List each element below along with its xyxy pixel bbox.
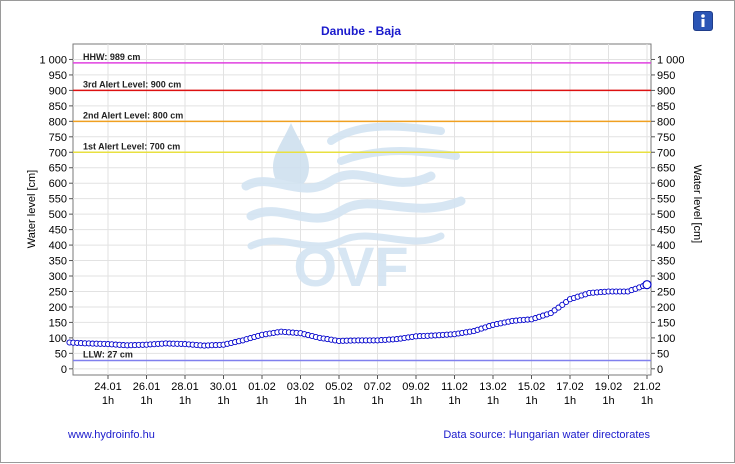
- y-tick-label-left: 700: [49, 147, 67, 159]
- x-tick-label-hour: 1h: [525, 395, 537, 407]
- x-axis: 24.01 1h 26.01 1h 28.01 1h 30.01 1h 01.02 1h 03.02…: [94, 375, 661, 407]
- x-tick-label-date: 28.01: [171, 381, 199, 393]
- y-tick-label-right: 100: [657, 333, 675, 345]
- x-tick-label-date: 15.02: [518, 381, 546, 393]
- y-tick-label-right: 950: [657, 70, 675, 82]
- reference-lines: HHW: 989 cm 3rd Alert Level: 900 cm 2nd Al…: [73, 52, 651, 362]
- y-tick-label-right: 200: [657, 302, 675, 314]
- y-tick-label-left: 500: [49, 209, 67, 221]
- y-axis-title-left: Water level [cm]: [26, 170, 38, 248]
- x-tick-label-hour: 1h: [410, 395, 422, 407]
- y-tick-label-left: 850: [49, 101, 67, 113]
- reference-line-label: HHW: 989 cm: [83, 52, 140, 62]
- ovf-watermark: OVF: [241, 122, 466, 298]
- y-tick-label-right: 400: [657, 240, 675, 252]
- reference-line-label: 2nd Alert Level: 800 cm: [83, 110, 183, 120]
- y-tick-label-left: 1 000: [39, 54, 67, 66]
- y-tick-label-left: 100: [49, 333, 67, 345]
- x-tick-label-date: 24.01: [94, 381, 122, 393]
- x-tick-label-date: 30.01: [210, 381, 238, 393]
- reference-line-label: 1st Alert Level: 700 cm: [83, 141, 180, 151]
- y-tick-label-right: 0: [657, 364, 663, 376]
- info-icon[interactable]: [693, 11, 713, 31]
- x-tick-label-date: 13.02: [479, 381, 507, 393]
- x-tick-label-date: 09.02: [402, 381, 430, 393]
- y-tick-label-left: 800: [49, 116, 67, 128]
- x-tick-label-hour: 1h: [217, 395, 229, 407]
- y-tick-label-right: 250: [657, 286, 675, 298]
- footer-website-link[interactable]: www.hydroinfo.hu: [67, 429, 155, 441]
- plot-area: [72, 43, 652, 376]
- x-tick-label-hour: 1h: [294, 395, 306, 407]
- y-tick-label-right: 50: [657, 348, 669, 360]
- x-tick-label-hour: 1h: [487, 395, 499, 407]
- x-tick-label-date: 03.02: [287, 381, 315, 393]
- y-tick-label-right: 1 000: [657, 54, 685, 66]
- x-tick-label-hour: 1h: [564, 395, 576, 407]
- y-tick-label-left: 400: [49, 240, 67, 252]
- y-axes: 0 0 50 50 100 100 150 150 200 200 250 250 300 300 350 3…: [39, 54, 684, 375]
- y-tick-label-left: 350: [49, 256, 67, 268]
- y-tick-label-right: 550: [657, 194, 675, 206]
- x-tick-label-date: 26.01: [133, 381, 161, 393]
- x-tick-label-date: 19.02: [595, 381, 623, 393]
- y-tick-label-left: 450: [49, 225, 67, 237]
- y-tick-label-right: 800: [657, 116, 675, 128]
- x-tick-label-hour: 1h: [256, 395, 268, 407]
- y-tick-label-left: 750: [49, 132, 67, 144]
- series: [66, 280, 652, 349]
- y-tick-label-left: 200: [49, 302, 67, 314]
- y-tick-label-left: 900: [49, 85, 67, 97]
- y-tick-label-right: 650: [657, 163, 675, 175]
- latest-data-point: [642, 280, 652, 290]
- x-tick-label-date: 05.02: [325, 381, 353, 393]
- y-tick-label-right: 600: [657, 178, 675, 190]
- x-tick-label-hour: 1h: [179, 395, 191, 407]
- y-tick-label-left: 50: [55, 348, 67, 360]
- y-tick-label-right: 850: [657, 101, 675, 113]
- y-tick-label-left: 250: [49, 286, 67, 298]
- x-tick-label-date: 07.02: [364, 381, 392, 393]
- y-tick-label-right: 450: [657, 225, 675, 237]
- reference-line-label: LLW: 27 cm: [83, 349, 133, 359]
- x-tick-label-date: 01.02: [248, 381, 276, 393]
- x-tick-label-date: 21.02: [633, 381, 661, 393]
- y-tick-label-right: 500: [657, 209, 675, 221]
- y-tick-label-right: 750: [657, 132, 675, 144]
- footer-data-source: Data source: Hungarian water directorate…: [443, 429, 650, 441]
- reference-line-label: 3rd Alert Level: 900 cm: [83, 79, 181, 89]
- y-tick-label-left: 600: [49, 178, 67, 190]
- y-tick-label-left: 550: [49, 194, 67, 206]
- y-tick-label-left: 150: [49, 317, 67, 329]
- y-tick-label-left: 0: [61, 364, 67, 376]
- y-tick-label-right: 900: [657, 85, 675, 97]
- y-tick-label-left: 950: [49, 70, 67, 82]
- x-tick-label-hour: 1h: [333, 395, 345, 407]
- x-tick-label-date: 11.02: [441, 381, 468, 393]
- y-tick-label-right: 150: [657, 317, 675, 329]
- x-tick-label-hour: 1h: [448, 395, 460, 407]
- x-tick-label-hour: 1h: [102, 395, 114, 407]
- y-axis-title-right: Water level [cm]: [691, 165, 703, 243]
- y-tick-label-left: 650: [49, 163, 67, 175]
- x-tick-label-hour: 1h: [602, 395, 614, 407]
- y-tick-label-right: 350: [657, 256, 675, 268]
- x-tick-label-hour: 1h: [140, 395, 152, 407]
- x-tick-label-hour: 1h: [641, 395, 653, 407]
- x-tick-label-date: 17.02: [556, 381, 584, 393]
- watermark-text: OVF: [293, 235, 408, 298]
- y-tick-label-right: 700: [657, 147, 675, 159]
- y-tick-label-right: 300: [657, 271, 675, 283]
- x-tick-label-hour: 1h: [371, 395, 383, 407]
- y-tick-label-left: 300: [49, 271, 67, 283]
- chart-title: Danube - Baja: [321, 24, 401, 38]
